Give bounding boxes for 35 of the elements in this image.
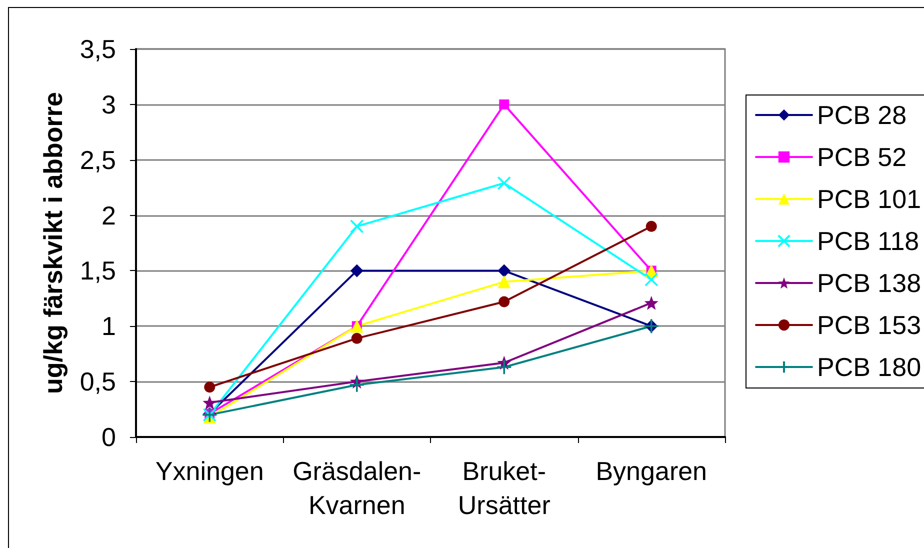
point: [497, 176, 512, 190]
point: [202, 396, 217, 410]
y-tick-label: 0: [102, 422, 116, 452]
x-tick-label: Yxningen: [155, 456, 264, 486]
legend-label: PCB 118: [817, 226, 920, 256]
y-tick-label: 3: [102, 89, 116, 120]
legend-label: PCB 138: [817, 268, 922, 298]
point: [204, 382, 216, 393]
y-tick-label: 1,5: [80, 256, 116, 286]
point: [348, 376, 365, 393]
point: [644, 296, 658, 310]
y-tick-label: 3,5: [80, 34, 116, 64]
legend-label: PCB 28: [817, 100, 907, 130]
legend-label: PCB 153: [817, 310, 922, 340]
point: [646, 220, 657, 232]
point: [496, 359, 512, 376]
legend-label: PCB 101: [817, 184, 922, 214]
point: [498, 264, 511, 278]
point: [499, 99, 510, 110]
point: [498, 296, 510, 308]
y-tick-label: 2,5: [80, 144, 116, 175]
x-tick-label: Bruket-Ursätter: [458, 456, 551, 520]
y-tick-label: 1: [102, 311, 116, 342]
point: [498, 275, 511, 288]
y-tick-label: 0,5: [80, 366, 116, 397]
legend-label: PCB 180: [817, 352, 922, 382]
point: [350, 264, 364, 278]
point: [350, 219, 364, 234]
x-tick-label: Gräsdalen-Kvarnen: [292, 456, 422, 520]
y-axis-title: ug/kg färskvikt i abborre: [38, 92, 68, 394]
legend-label: PCB 52: [817, 142, 907, 172]
point: [351, 332, 362, 344]
x-tick-label: Byngaren: [596, 456, 708, 486]
point: [644, 272, 658, 286]
y-tick-label: 2: [102, 200, 116, 230]
